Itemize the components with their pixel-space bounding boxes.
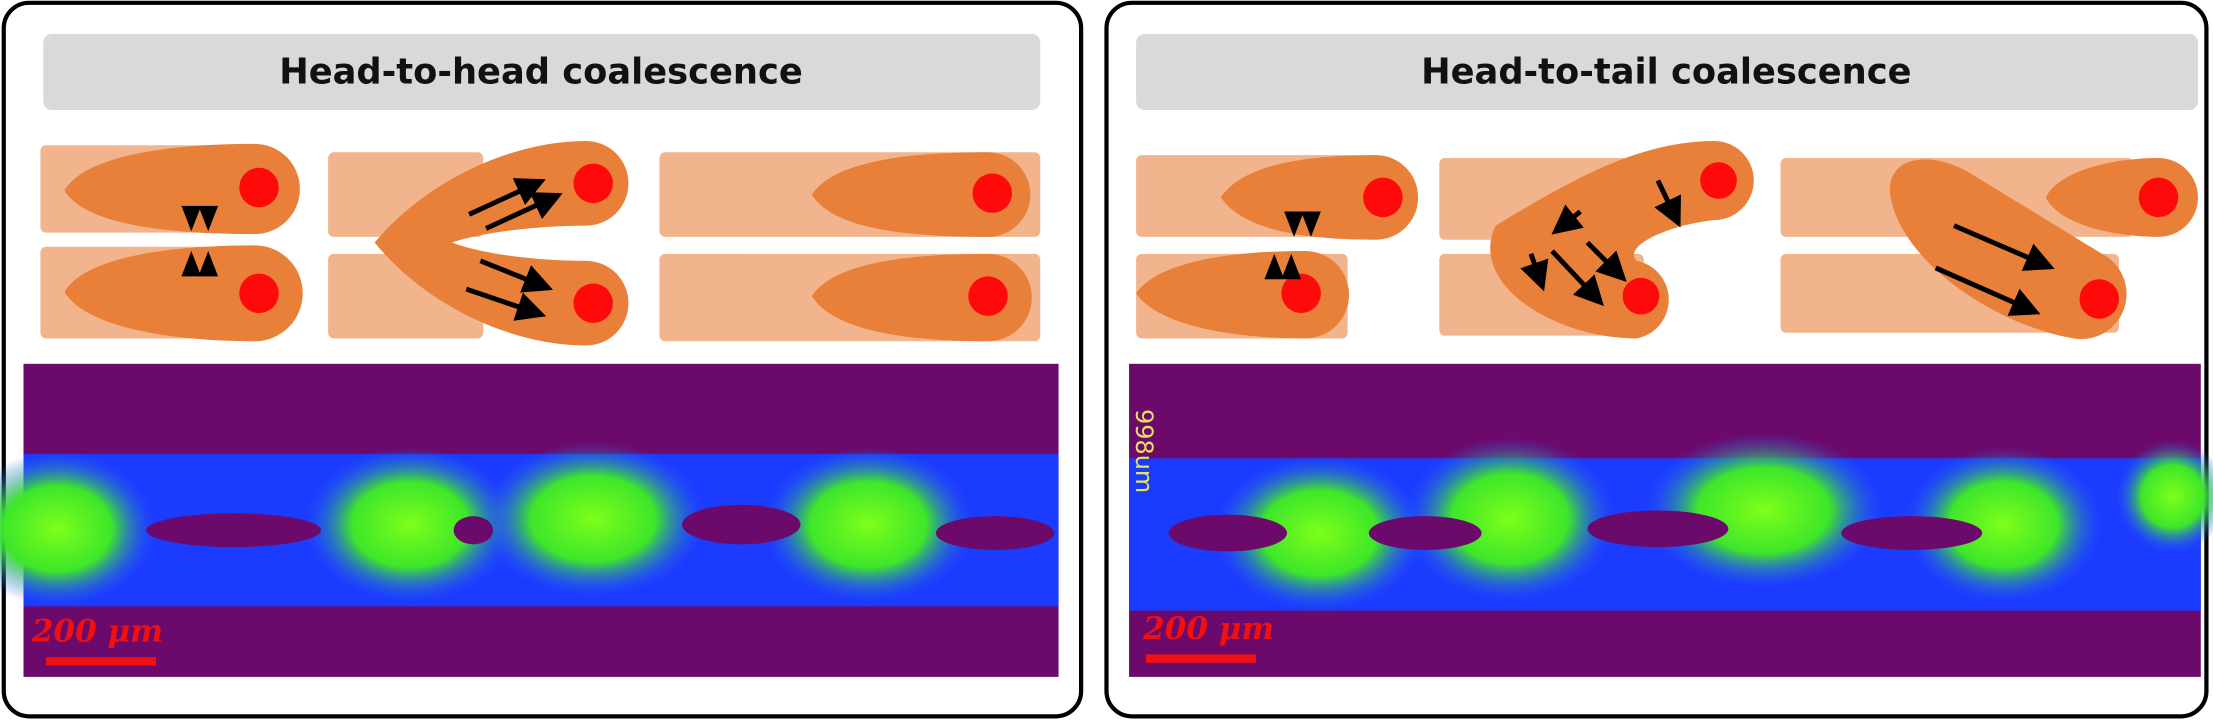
shape bbox=[468, 178, 546, 217]
shape bbox=[1585, 240, 1627, 282]
shape bbox=[968, 276, 1008, 316]
shape bbox=[1934, 265, 2041, 316]
shape bbox=[762, 447, 974, 603]
shape bbox=[682, 504, 801, 545]
shape bbox=[1587, 510, 1729, 548]
shape bbox=[239, 167, 279, 208]
shape bbox=[1213, 455, 1426, 611]
micrograph: 200 μm bbox=[0, 363, 1059, 677]
shape bbox=[43, 33, 1041, 110]
shape bbox=[2116, 439, 2213, 553]
shape bbox=[1404, 437, 1616, 601]
shape bbox=[1490, 141, 1754, 339]
shape bbox=[1264, 211, 1321, 280]
shape bbox=[479, 258, 554, 293]
shape bbox=[1220, 155, 1419, 240]
shape bbox=[304, 447, 516, 603]
shape bbox=[374, 141, 629, 346]
shape bbox=[2045, 157, 2198, 237]
panel-title: Head-to-head coalescence bbox=[279, 51, 803, 92]
micrograph: 998um 200 μm bbox=[1129, 363, 2213, 677]
shape bbox=[239, 273, 279, 314]
shape bbox=[1643, 432, 1884, 589]
cartoon bbox=[40, 141, 1041, 346]
shape bbox=[1520, 253, 1549, 292]
shape bbox=[1551, 204, 1584, 235]
shape bbox=[935, 516, 1055, 550]
shape bbox=[1550, 249, 1604, 307]
shape bbox=[46, 657, 157, 666]
shape bbox=[1168, 514, 1287, 552]
shape bbox=[1904, 447, 2103, 603]
shape bbox=[1841, 516, 1983, 550]
shape bbox=[146, 513, 322, 548]
shape bbox=[480, 441, 707, 597]
shape bbox=[453, 516, 494, 545]
shape bbox=[1953, 223, 2055, 271]
shape bbox=[485, 192, 563, 231]
shape bbox=[64, 143, 300, 235]
panel-title: Head-to-tail coalescence bbox=[1421, 51, 1911, 92]
shape bbox=[2079, 279, 2119, 319]
shape bbox=[1136, 33, 2198, 110]
shape bbox=[573, 283, 613, 323]
shape bbox=[1363, 177, 1403, 218]
shape bbox=[181, 205, 219, 277]
shape bbox=[1700, 162, 1737, 199]
shape bbox=[2138, 177, 2179, 218]
shape bbox=[972, 173, 1013, 213]
shape bbox=[465, 286, 547, 321]
shape bbox=[1622, 277, 1660, 315]
side-label: 998um bbox=[1130, 409, 1158, 493]
shape bbox=[0, 451, 157, 607]
scale-bar-label: 200 μm bbox=[31, 614, 163, 650]
cartoon bbox=[1136, 141, 2198, 340]
shape bbox=[811, 253, 1032, 342]
shape bbox=[1145, 654, 1256, 663]
shape bbox=[811, 152, 1031, 237]
shape bbox=[64, 245, 303, 342]
scale-bar-label: 200 μm bbox=[1142, 611, 1274, 647]
shape bbox=[1281, 273, 1321, 314]
shape bbox=[1654, 179, 1681, 228]
shape bbox=[573, 163, 613, 204]
shape bbox=[744, 236, 872, 254]
shape bbox=[1368, 516, 1482, 550]
